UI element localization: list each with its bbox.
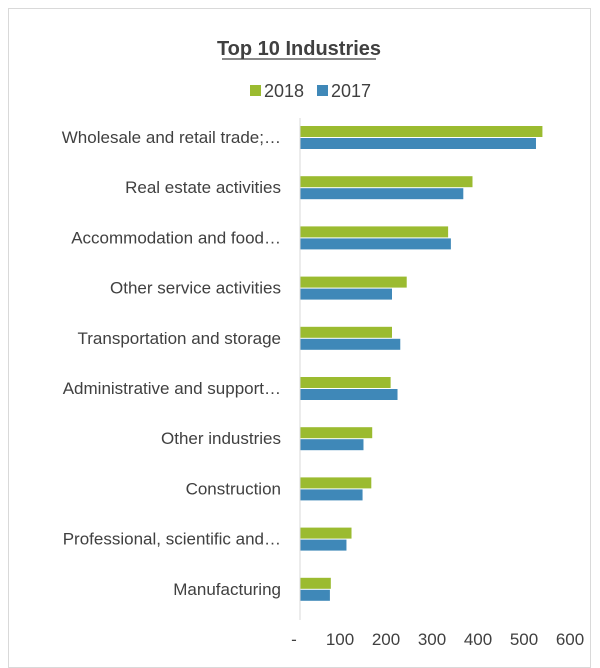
- bar-2018-1: [300, 176, 473, 188]
- category-label: Real estate activities: [125, 178, 281, 197]
- x-tick-label: 600: [556, 630, 584, 649]
- category-label: Professional, scientific and…: [63, 530, 281, 549]
- bar-2017-3: [300, 288, 392, 300]
- x-tick-label: 500: [510, 630, 538, 649]
- bar-2017-7: [300, 489, 363, 501]
- bar-2017-5: [300, 389, 398, 400]
- legend-label-2018: 2018: [264, 81, 304, 101]
- bar-2018-7: [300, 477, 372, 489]
- bar-2017-4: [300, 338, 401, 350]
- bar-2017-8: [300, 539, 347, 551]
- legend-swatch-2017: [317, 85, 328, 96]
- category-label: Other industries: [161, 429, 281, 448]
- bar-2017-0: [300, 138, 536, 149]
- legend: 2018 2017: [250, 81, 371, 101]
- bar-2018-4: [300, 326, 392, 338]
- bar-2018-6: [300, 427, 373, 439]
- x-tick-label: 400: [464, 630, 492, 649]
- x-tick-label: 200: [372, 630, 400, 649]
- category-label: Wholesale and retail trade;…: [62, 128, 281, 147]
- bar-2018-5: [300, 377, 391, 388]
- legend-swatch-2018: [250, 85, 261, 96]
- bar-2018-2: [300, 226, 449, 238]
- category-label: Administrative and support…: [63, 379, 281, 398]
- category-label: Accommodation and food…: [71, 228, 281, 247]
- bar-2017-9: [300, 589, 330, 601]
- bar-2017-1: [300, 188, 464, 200]
- category-label: Transportation and storage: [78, 329, 282, 348]
- bars-group: [300, 126, 543, 601]
- bar-2017-2: [300, 238, 451, 250]
- x-axis-ticks: - 100 200 300 400 500 600: [291, 630, 584, 649]
- category-label: Manufacturing: [173, 580, 281, 599]
- x-tick-label: 100: [326, 630, 354, 649]
- legend-label-2017: 2017: [331, 81, 371, 101]
- category-label: Other service activities: [110, 279, 281, 298]
- bar-2018-8: [300, 527, 352, 539]
- bar-2018-3: [300, 276, 407, 288]
- category-labels: Wholesale and retail trade;… Real estate …: [62, 128, 281, 599]
- chart-title: Top 10 Industries: [217, 38, 381, 60]
- category-label: Construction: [186, 479, 281, 498]
- x-tick-label: -: [291, 630, 297, 649]
- bar-2017-6: [300, 439, 364, 451]
- x-tick-label: 300: [418, 630, 446, 649]
- bar-2018-0: [300, 126, 543, 137]
- bar-2018-9: [300, 577, 331, 589]
